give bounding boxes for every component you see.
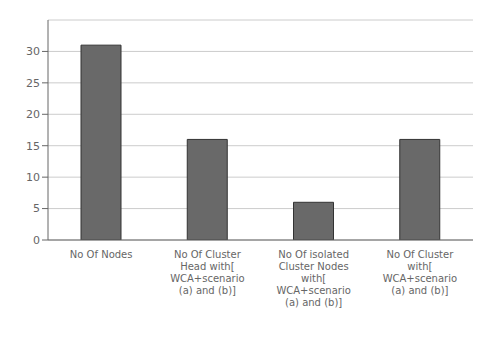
svg-text:10: 10 bbox=[26, 171, 40, 184]
svg-text:20: 20 bbox=[26, 108, 40, 121]
svg-text:30: 30 bbox=[26, 45, 40, 58]
svg-text:No Of ClusterHead with[WCA+sce: No Of ClusterHead with[WCA+scenario(a) a… bbox=[170, 249, 244, 296]
svg-text:25: 25 bbox=[26, 77, 40, 90]
svg-text:15: 15 bbox=[26, 140, 40, 153]
svg-text:No Of Clusterwith[WCA+scenario: No Of Clusterwith[WCA+scenario(a) and (b… bbox=[383, 249, 457, 296]
svg-text:0: 0 bbox=[33, 234, 40, 247]
svg-text:5: 5 bbox=[33, 202, 40, 215]
svg-text:No Of isolatedCluster Nodeswit: No Of isolatedCluster Nodeswith[WCA+scen… bbox=[276, 249, 350, 308]
svg-text:No Of Nodes: No Of Nodes bbox=[70, 249, 133, 260]
